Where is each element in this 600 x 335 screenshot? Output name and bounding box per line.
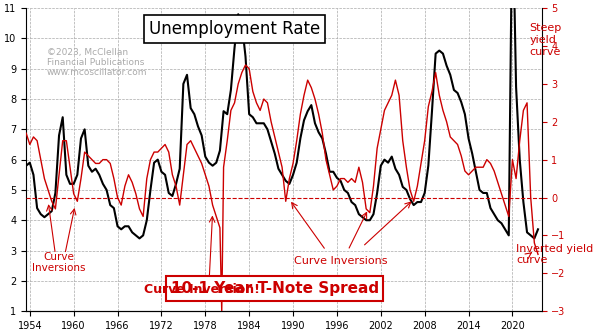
- Text: Inverted yield
curve: Inverted yield curve: [516, 244, 593, 265]
- Text: 10-1 Year T-Note Spread: 10-1 Year T-Note Spread: [171, 281, 379, 296]
- Text: Curve
Inversions: Curve Inversions: [32, 252, 86, 273]
- Text: Curve Inversions: Curve Inversions: [294, 256, 388, 266]
- Text: ©2023, McClellan
Financial Publications
www.mcoscillator.com: ©2023, McClellan Financial Publications …: [47, 48, 147, 77]
- Text: Unemployment Rate: Unemployment Rate: [149, 20, 320, 38]
- Text: Curve Inversion!: Curve Inversion!: [144, 283, 260, 296]
- Text: Steep
yield
curve: Steep yield curve: [529, 23, 562, 57]
